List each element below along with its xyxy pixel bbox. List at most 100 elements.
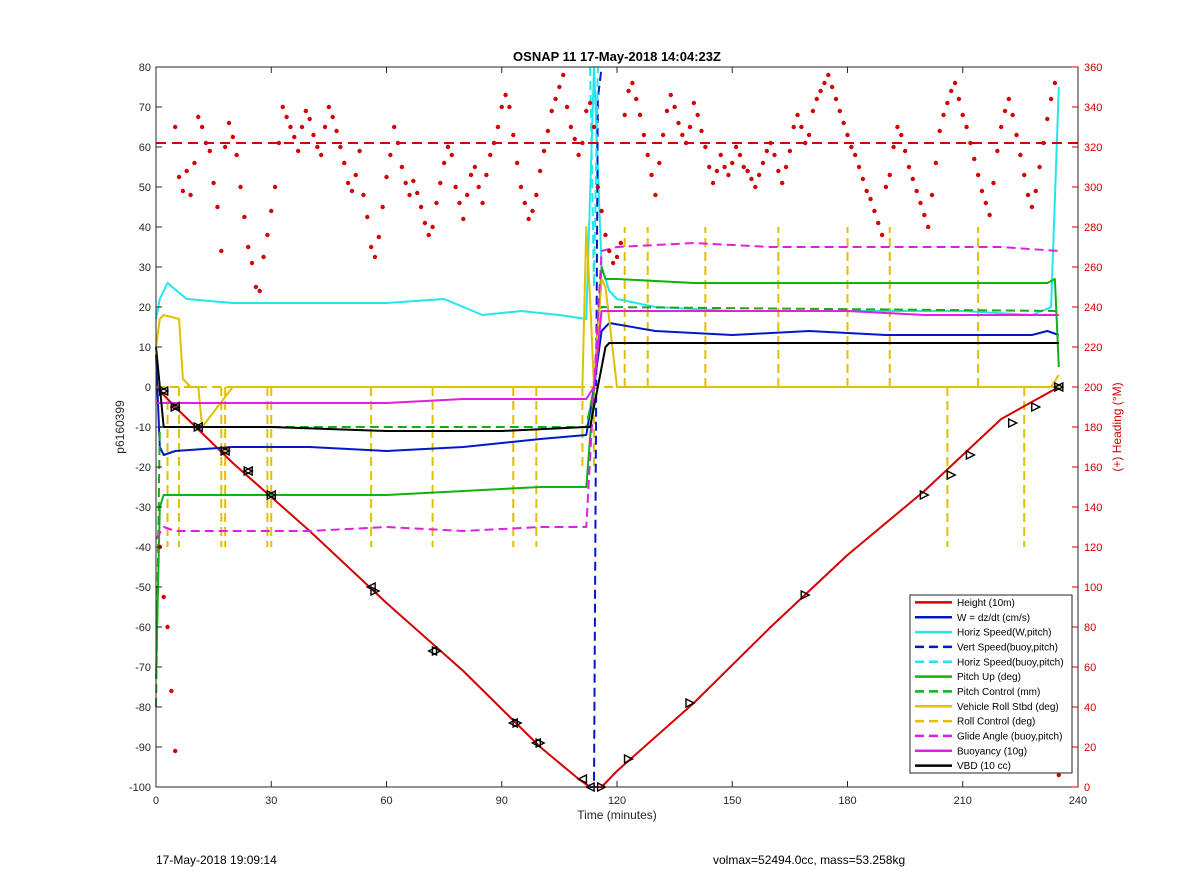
- heading-point: [203, 140, 209, 146]
- heading-point: [852, 152, 858, 158]
- heading-point: [265, 232, 270, 238]
- heading-point: [699, 128, 704, 134]
- heading-point: [457, 200, 462, 206]
- heading-point: [595, 184, 600, 190]
- heading-point: [215, 204, 220, 210]
- heading-point: [937, 128, 942, 134]
- left-triangle-marker: [576, 773, 588, 785]
- heading-point: [822, 80, 827, 86]
- heading-point: [226, 120, 232, 126]
- heading-point: [968, 140, 973, 146]
- y-tick-label-left: -30: [135, 502, 151, 514]
- heading-point: [979, 188, 985, 194]
- heading-point: [165, 624, 170, 630]
- x-tick-label: 120: [608, 795, 626, 807]
- x-tick-label: 90: [496, 795, 508, 807]
- heading-point: [1041, 140, 1046, 146]
- heading-point: [975, 172, 981, 178]
- heading-point: [295, 148, 301, 154]
- heading-point: [495, 124, 501, 130]
- heading-point: [1045, 116, 1050, 122]
- heading-point: [272, 184, 278, 190]
- legend-label: Glide Angle (buoy,pitch): [957, 731, 1062, 742]
- x-tick-label: 150: [723, 795, 741, 807]
- heading-point: [941, 112, 946, 118]
- heading-point: [522, 200, 527, 206]
- right-triangle-marker: [220, 445, 231, 457]
- heading-point: [537, 168, 543, 174]
- heading-point: [561, 72, 566, 78]
- x-tick-label: 0: [153, 795, 159, 807]
- heading-point: [806, 132, 812, 138]
- series-line: [155, 242, 1059, 540]
- heading-point: [176, 174, 182, 180]
- heading-point: [514, 160, 520, 166]
- heading-point: [818, 88, 823, 94]
- legend: Height (10m) W = dz/dt (cm/s) Horiz Speed(…: [909, 594, 1073, 774]
- heading-point: [929, 192, 935, 198]
- heading-point: [833, 96, 839, 102]
- heading-point: [292, 134, 297, 140]
- heading-point: [338, 144, 343, 150]
- heading-point: [549, 108, 554, 114]
- heading-point: [964, 124, 969, 130]
- y-tick-label-left: 60: [139, 142, 151, 154]
- right-triangle-marker: [965, 449, 976, 461]
- heading-point: [422, 220, 428, 226]
- heading-point: [856, 164, 862, 170]
- right-triangle-marker: [1007, 417, 1019, 429]
- heading-point: [618, 240, 624, 246]
- heading-point: [380, 204, 385, 210]
- right-triangle-marker: [243, 465, 254, 477]
- heading-point: [1033, 188, 1038, 194]
- y-tick-label-right: 280: [1084, 222, 1102, 234]
- heading-point: [318, 152, 324, 158]
- heading-point: [814, 96, 819, 102]
- heading-point: [511, 132, 516, 138]
- heading-point: [572, 136, 577, 142]
- x-tick-label: 30: [265, 795, 277, 807]
- heading-point: [626, 88, 631, 94]
- heading-point: [722, 164, 727, 170]
- right-triangle-marker: [535, 737, 546, 749]
- heading-point: [641, 132, 647, 138]
- y-tick-label-left: -50: [135, 582, 151, 594]
- heading-point: [530, 208, 535, 214]
- heading-point: [587, 100, 593, 106]
- y-tick-label-left: 40: [139, 222, 151, 234]
- heading-point: [845, 132, 850, 138]
- footer-volmax-mass: volmax=52494.0cc, mass=53.258kg: [713, 853, 906, 867]
- heading-point: [368, 244, 374, 250]
- heading-point: [280, 104, 285, 110]
- heading-point: [315, 144, 320, 150]
- heading-point: [541, 148, 547, 154]
- heading-point: [322, 124, 328, 130]
- heading-point: [330, 114, 335, 120]
- right-triangle-marker: [1054, 381, 1065, 393]
- heading-point: [584, 108, 589, 114]
- x-tick-label: 240: [1069, 795, 1087, 807]
- heading-point: [461, 216, 466, 222]
- heading-point: [399, 164, 405, 170]
- heading-point: [207, 148, 212, 154]
- heading-point: [349, 188, 355, 194]
- heading-point: [753, 184, 758, 190]
- heading-point: [657, 160, 662, 166]
- heading-point: [365, 214, 370, 220]
- heading-point: [353, 172, 358, 178]
- y-axis-label-right: (+) Heading (°M): [1110, 382, 1124, 471]
- y-tick-label-left: 70: [139, 102, 151, 114]
- heading-point: [883, 184, 889, 190]
- legend-label: Pitch Up (deg): [957, 672, 1021, 683]
- heading-point: [219, 248, 224, 254]
- heading-point: [357, 148, 362, 154]
- heading-point: [622, 112, 627, 118]
- heading-point: [564, 104, 570, 110]
- y-tick-label-right: 240: [1084, 302, 1102, 314]
- y-tick-label-left: -20: [135, 462, 151, 474]
- axes-layer: 0 30 60 90 120 150 180 210 240-100-90-80-70-60-5…: [129, 62, 1102, 807]
- right-triangle-marker: [623, 753, 635, 765]
- y-tick-label-left: 0: [145, 382, 151, 394]
- heading-point: [426, 232, 431, 238]
